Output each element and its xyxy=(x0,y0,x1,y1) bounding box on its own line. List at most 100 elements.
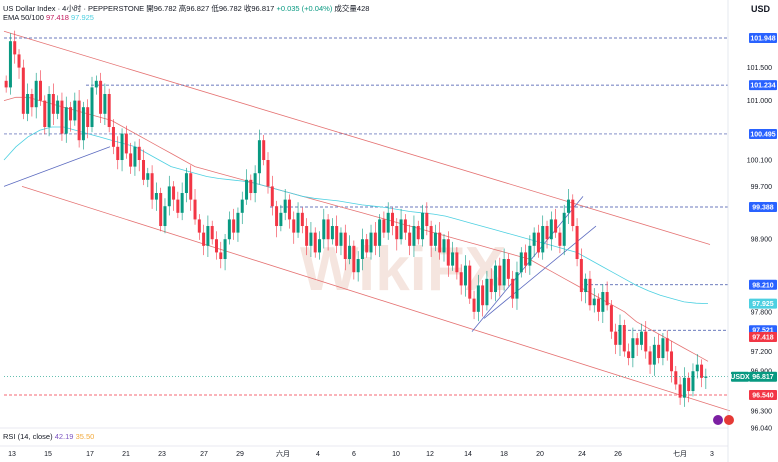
candle-body xyxy=(605,292,609,306)
price-badge xyxy=(749,128,777,139)
candle-body xyxy=(575,226,579,260)
candle-body xyxy=(326,219,330,240)
candle-body xyxy=(536,232,540,253)
price-badge-label: 101.234 xyxy=(750,83,775,90)
time-tick-label: 七月 xyxy=(673,449,687,458)
symbol-tag-label: USDX xyxy=(730,374,750,381)
candle-body xyxy=(253,173,257,194)
candle-body xyxy=(103,94,107,114)
candle-body xyxy=(386,212,390,233)
candle-body xyxy=(549,219,553,240)
candle-body xyxy=(159,193,163,227)
candle-body xyxy=(648,351,652,365)
candle-body xyxy=(438,232,442,253)
candle-body xyxy=(129,153,133,167)
candle-body xyxy=(468,265,472,299)
price-badge xyxy=(749,371,777,382)
candle-body xyxy=(451,252,455,266)
time-axis[interactable]: 13 15 17 21 23 27 29 六月 4 6 10 12 14 18 20 24 26 七月 3 xyxy=(0,427,728,458)
price-badge-label: 96.817 xyxy=(752,374,774,381)
candle-body xyxy=(270,186,274,207)
price-tick-label: 96.040 xyxy=(751,426,773,433)
candle-body xyxy=(34,80,38,108)
candle-body xyxy=(695,364,699,372)
price-badges: 101.948101.234100.49599.38898.21097.5219… xyxy=(713,33,777,425)
candle-body xyxy=(541,226,545,253)
price-badge-label: 96.540 xyxy=(752,392,774,399)
candle-body xyxy=(622,325,626,352)
time-tick-label: 六月 xyxy=(276,449,290,458)
time-tick-label: 18 xyxy=(500,451,508,458)
candle-body xyxy=(69,107,73,121)
candle-body xyxy=(142,160,146,180)
candle-body xyxy=(373,232,377,246)
candle-body xyxy=(661,338,665,359)
ema50-value: 97.418 xyxy=(45,13,69,22)
time-tick-label: 20 xyxy=(536,451,544,458)
price-badge-label: 101.948 xyxy=(750,36,775,43)
candle-body xyxy=(13,41,17,55)
time-tick-label: 10 xyxy=(392,451,400,458)
ema-legend[interactable]: EMA 50/100 97.418 97.925 xyxy=(3,13,94,22)
candle-body xyxy=(189,173,193,200)
candle-body xyxy=(601,292,605,312)
candle-body xyxy=(506,259,510,279)
candle-body xyxy=(524,252,528,266)
candle-body xyxy=(403,219,407,233)
candle-body xyxy=(515,272,519,299)
candle-body xyxy=(579,259,583,293)
candle-body xyxy=(528,245,532,266)
candle-body xyxy=(154,193,158,200)
candle-body xyxy=(163,206,167,227)
candle-body xyxy=(111,127,115,147)
candle-body xyxy=(421,212,425,240)
time-tick-label: 26 xyxy=(614,451,622,458)
time-tick-label: 4 xyxy=(316,451,320,458)
candle-body xyxy=(257,140,261,174)
candle-body xyxy=(588,278,592,306)
price-badge xyxy=(749,389,777,400)
candle-body xyxy=(348,245,352,260)
candle-body xyxy=(232,219,236,233)
candle-body xyxy=(455,252,459,273)
time-tick-label: 29 xyxy=(236,451,244,458)
candle-body xyxy=(38,80,42,101)
price-tick-label: 101.500 xyxy=(747,65,772,72)
time-tick-label: 21 xyxy=(122,451,130,458)
candle-body xyxy=(511,278,515,299)
candle-body xyxy=(635,338,639,345)
candle-body xyxy=(94,80,98,88)
price-axis[interactable]: 101.500101.000100.10099.70098.90097.8009… xyxy=(727,0,773,462)
candle-body xyxy=(56,100,60,114)
candle-body xyxy=(90,87,94,128)
price-tick-label: 99.700 xyxy=(751,184,773,191)
price-tick-label: 97.800 xyxy=(751,309,773,316)
rsi-value-1: 42.19 xyxy=(54,432,74,441)
rsi-legend[interactable]: RSI (14, close) 42.19 35.50 xyxy=(3,432,94,441)
candle-body xyxy=(300,212,304,227)
candle-body xyxy=(618,325,622,345)
candle-body xyxy=(21,67,25,114)
candle-body xyxy=(481,285,485,306)
price-tick-label: 100.100 xyxy=(747,158,772,165)
candle-body xyxy=(64,107,68,134)
price-badge xyxy=(749,279,777,290)
candle-body xyxy=(309,232,313,246)
channel-lines xyxy=(3,30,731,412)
candle-body xyxy=(240,199,244,213)
change-value: +0.035 (+0.04%) xyxy=(276,4,333,13)
close-value: 96.817 xyxy=(251,4,275,13)
candle-body xyxy=(167,186,171,207)
candle-body xyxy=(172,186,176,200)
candle-body xyxy=(670,351,674,372)
flag-event-icon xyxy=(724,415,734,425)
candle-body xyxy=(352,245,356,273)
candle-body xyxy=(395,226,399,240)
price-badge xyxy=(749,202,777,213)
candle-body xyxy=(77,100,81,141)
candle-body xyxy=(433,232,437,246)
candle-body xyxy=(678,384,682,398)
candle-body xyxy=(502,259,506,286)
price-tick-label: 97.200 xyxy=(751,349,773,356)
